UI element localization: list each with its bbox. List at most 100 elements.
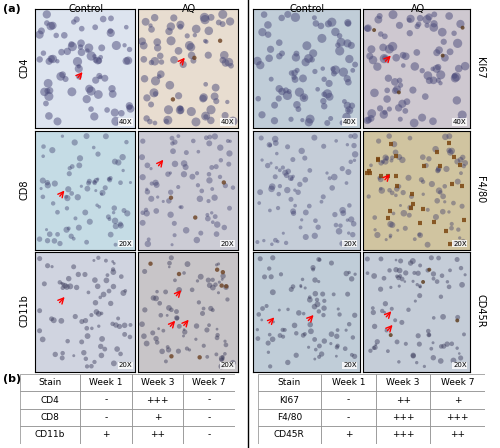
Point — [332, 221, 340, 228]
Point — [367, 115, 375, 122]
Point — [256, 61, 264, 69]
Point — [122, 138, 130, 146]
Point — [430, 218, 438, 225]
Point — [324, 90, 332, 97]
Point — [264, 162, 272, 169]
Point — [393, 273, 401, 280]
Point — [50, 317, 58, 324]
Point — [454, 314, 462, 321]
Point — [94, 254, 102, 261]
Point — [144, 240, 152, 247]
Point — [254, 335, 262, 342]
Point — [344, 107, 352, 114]
Point — [202, 81, 209, 88]
Point — [51, 180, 59, 187]
Point — [43, 11, 51, 18]
Point — [377, 159, 385, 167]
Point — [386, 232, 394, 239]
Point — [307, 328, 315, 335]
Point — [82, 355, 90, 362]
Point — [388, 43, 396, 50]
Point — [108, 85, 116, 92]
Point — [222, 182, 230, 189]
Point — [428, 254, 436, 261]
Point — [317, 22, 325, 30]
Point — [207, 117, 215, 124]
Text: 20X: 20X — [343, 241, 357, 246]
Point — [218, 276, 226, 283]
Point — [268, 241, 276, 248]
Point — [196, 354, 203, 361]
Point — [48, 22, 56, 29]
Point — [213, 221, 221, 228]
Point — [60, 32, 68, 39]
Point — [378, 307, 386, 314]
Point — [188, 52, 196, 59]
Point — [435, 47, 443, 54]
Point — [368, 46, 376, 53]
Point — [208, 164, 216, 171]
Point — [52, 32, 60, 39]
Point — [392, 54, 400, 61]
Point — [164, 344, 172, 351]
Point — [412, 359, 420, 366]
Point — [458, 202, 466, 210]
Point — [206, 140, 214, 147]
Point — [219, 269, 227, 276]
Point — [401, 278, 409, 285]
FancyBboxPatch shape — [20, 374, 80, 392]
Point — [369, 305, 377, 312]
Point — [58, 48, 66, 56]
Point — [206, 282, 214, 289]
Point — [393, 338, 401, 345]
Point — [416, 232, 424, 239]
Point — [400, 62, 407, 69]
Point — [332, 137, 340, 144]
Point — [96, 73, 104, 81]
Point — [350, 312, 358, 319]
Point — [436, 189, 444, 196]
Point — [419, 154, 427, 161]
Point — [260, 237, 268, 244]
Point — [287, 196, 295, 203]
FancyBboxPatch shape — [132, 374, 184, 392]
Point — [274, 95, 282, 102]
Point — [437, 343, 445, 350]
Point — [226, 150, 234, 157]
Point — [284, 168, 292, 175]
Point — [162, 358, 170, 365]
Point — [100, 291, 108, 298]
Point — [225, 59, 233, 66]
Text: +++: +++ — [146, 396, 169, 405]
Point — [371, 344, 379, 351]
Text: Week 1: Week 1 — [332, 378, 365, 387]
Point — [267, 273, 275, 280]
Point — [139, 209, 147, 216]
Point — [200, 14, 208, 21]
Point — [284, 92, 292, 99]
Point — [108, 320, 116, 327]
Text: ++: ++ — [150, 431, 165, 439]
Point — [266, 142, 274, 149]
Point — [380, 309, 388, 316]
Point — [452, 240, 460, 247]
Point — [180, 269, 188, 276]
Point — [96, 343, 104, 350]
Point — [82, 133, 90, 140]
Point — [435, 187, 443, 194]
Point — [82, 239, 90, 246]
Point — [229, 117, 237, 125]
Point — [406, 259, 414, 267]
Point — [202, 134, 210, 141]
Point — [336, 311, 344, 318]
Point — [425, 332, 433, 339]
Point — [205, 322, 213, 329]
Point — [316, 256, 324, 263]
Point — [56, 73, 64, 80]
Point — [164, 346, 172, 353]
Point — [333, 333, 341, 340]
Point — [74, 58, 82, 65]
Point — [45, 112, 53, 120]
Point — [122, 57, 130, 65]
Point — [443, 340, 451, 348]
